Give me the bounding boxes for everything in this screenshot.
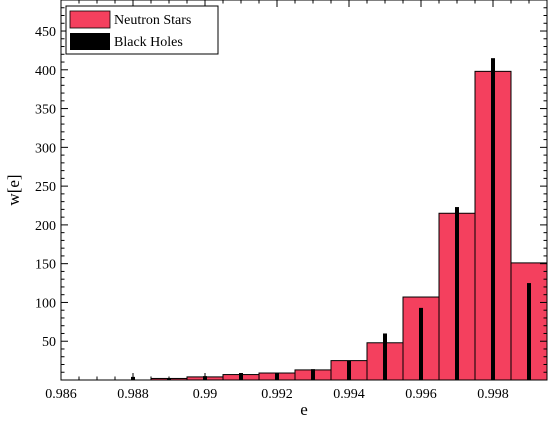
x-tick-labels: 0.986 0.988 0.99 0.992 0.994 0.996 0.998 [45,387,509,402]
x-tick-label: 0.986 [45,387,77,402]
y-tick-label: 150 [35,258,56,273]
x-tick-label: 0.996 [405,387,437,402]
black-holes-spike [491,58,495,380]
x-tick-label: 0.998 [477,387,509,402]
axis-ticks [60,0,548,380]
black-holes-spike [455,207,459,380]
y-tick-label: 350 [35,103,56,118]
black-holes-spike [347,360,351,380]
legend-label-black-holes: Black Holes [114,35,183,50]
black-holes-spike [383,333,387,380]
legend-swatch-black-holes [70,33,110,50]
x-tick-label: 0.988 [117,387,149,402]
y-tick-label: 100 [35,296,56,311]
y-axis-label: w[e] [4,174,23,205]
legend-label-neutron-stars: Neutron Stars [114,13,191,28]
x-tick-label: 0.992 [261,387,293,402]
legend-swatch-neutron-stars [69,10,111,29]
y-tick-label: 400 [35,64,56,79]
x-axis-label: e [300,400,308,419]
black-holes-spike [419,307,423,380]
y-tick-label: 250 [35,180,56,195]
y-tick-label: 50 [42,335,56,350]
plot-frame [60,0,548,381]
x-tick-label: 0.99 [193,387,218,402]
y-tick-label: 450 [35,25,56,40]
y-tick-labels: 50 100 150 200 250 300 350 400 450 [35,25,56,350]
y-tick-label: 300 [35,141,56,156]
x-tick-label: 0.994 [333,387,365,402]
black-holes-spike [311,369,315,380]
y-tick-label: 200 [35,219,56,234]
black-holes-spike [527,283,531,380]
legend: Neutron Stars Black Holes [65,5,219,55]
